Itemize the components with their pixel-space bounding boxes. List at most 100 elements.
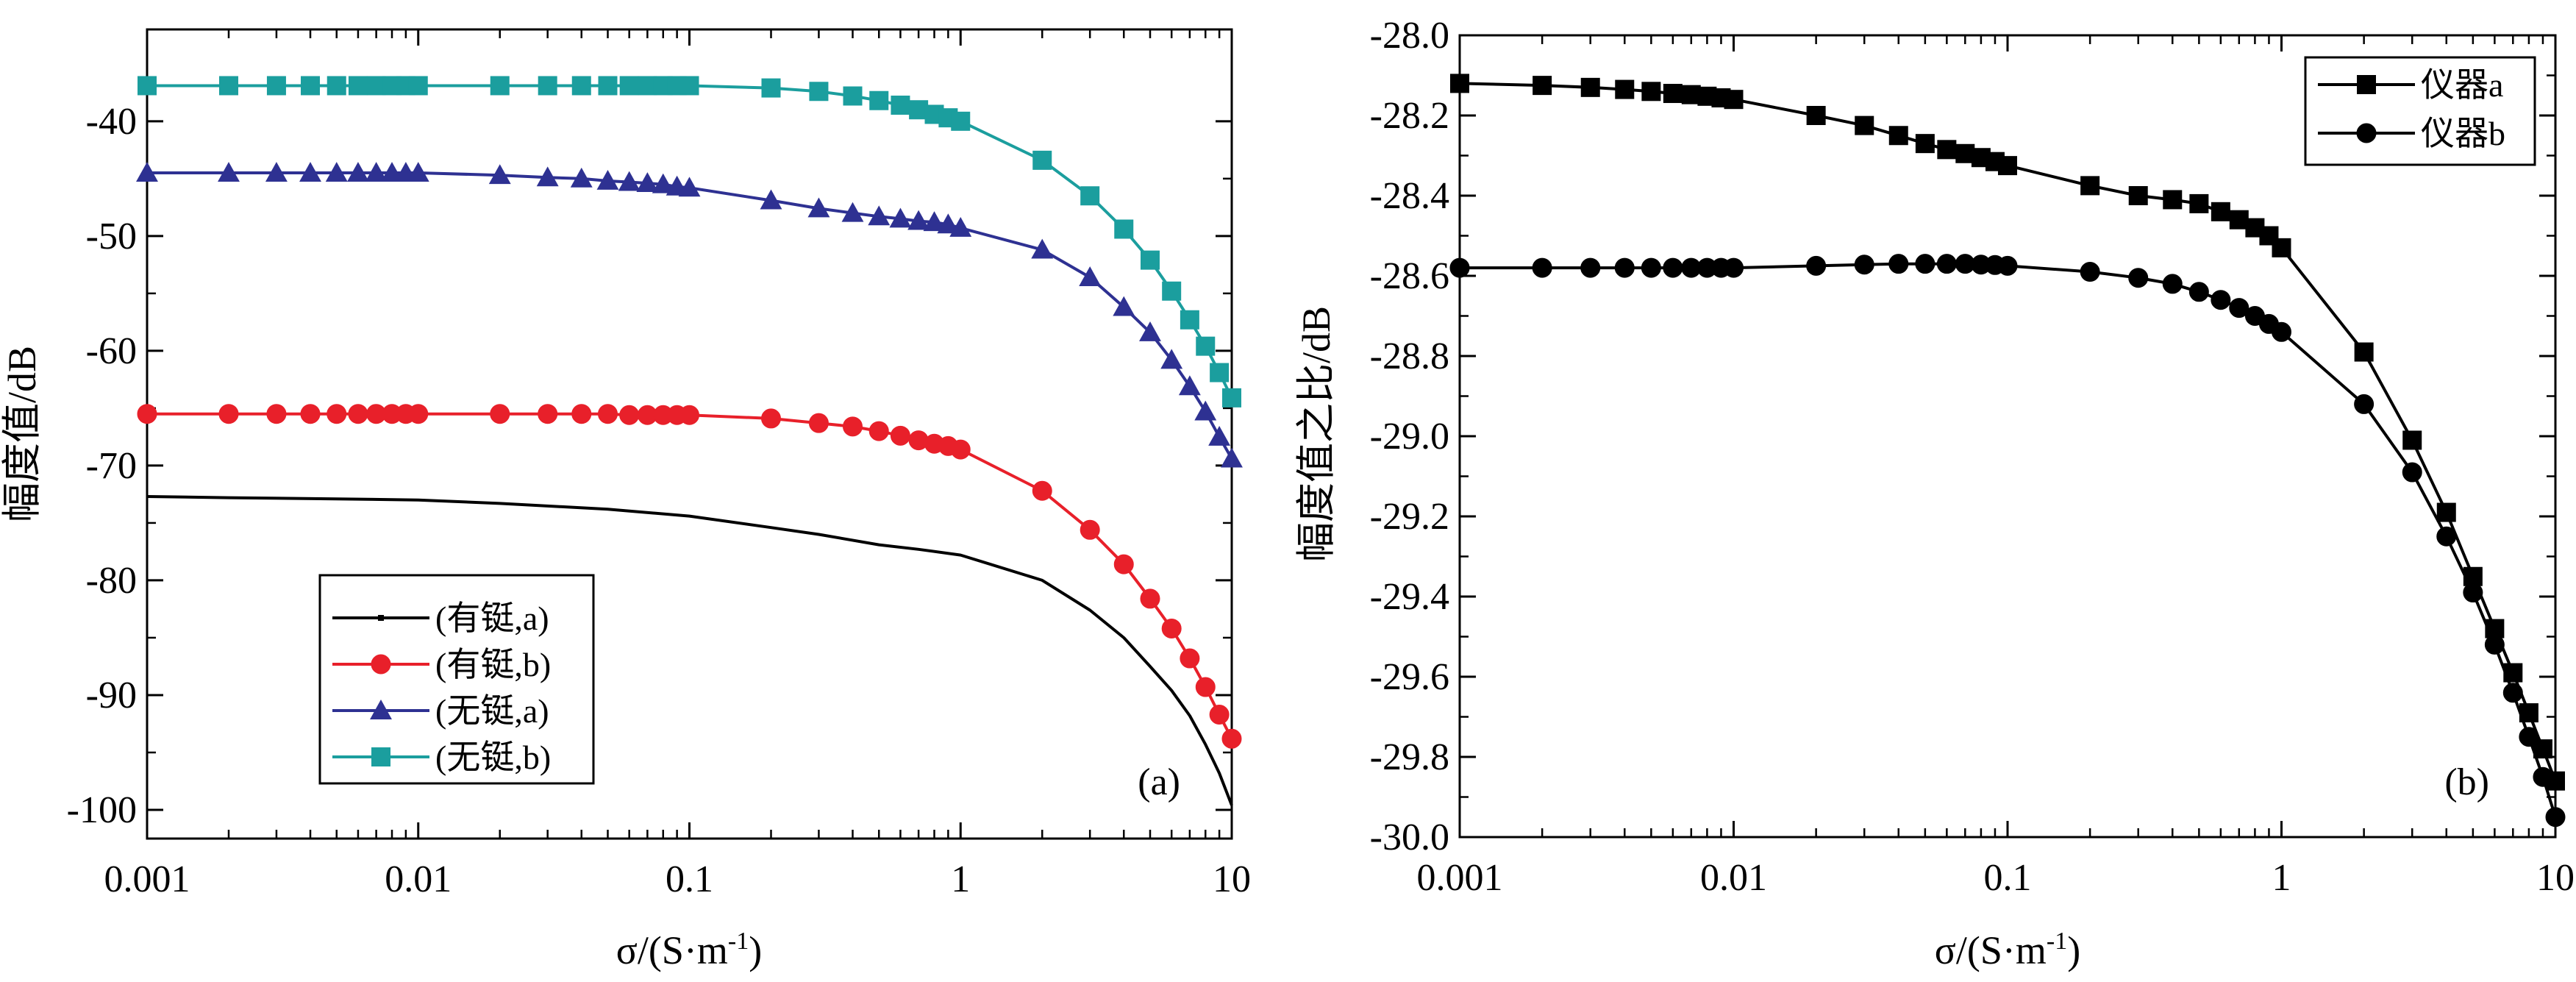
data-point: [809, 82, 829, 102]
legend-marker-3: [371, 747, 390, 766]
ytick-label: -70: [86, 445, 137, 487]
panel-a-label: (a): [1138, 761, 1180, 803]
data-point: [365, 162, 388, 182]
xtick-label: 0.1: [666, 858, 713, 900]
ytick-label: -29.2: [1370, 496, 1449, 538]
data-point: [1450, 74, 1469, 93]
ytick-label: -40: [86, 101, 137, 143]
panel-a-legend-box: [318, 574, 595, 785]
panel-b: 0.001 0.01 0.1 1 10 -30.0 -29.8 -29.6 -29.4 -29.2…: [1294, 15, 2575, 972]
legend-label-0: 仪器a: [2421, 66, 2503, 104]
legend-marker-2: [370, 700, 392, 719]
panel-a-ticks: 0.001 0.01 0.1 1 10 -100 -90 -80 -70 -60 -50 -40: [67, 29, 1251, 900]
data-point: [490, 76, 510, 96]
ytick-label: -80: [86, 560, 137, 602]
data-point: [1449, 257, 1470, 278]
data-point: [1614, 257, 1635, 278]
data-point: [1140, 588, 1160, 609]
data-point: [2162, 274, 2183, 294]
data-point: [678, 177, 701, 197]
xtick-label: 1: [2272, 857, 2291, 899]
ytick-label: -28.0: [1370, 15, 1449, 57]
data-point: [619, 405, 640, 425]
data-point: [869, 90, 889, 110]
panel-a-xlabel-sup: -1: [728, 928, 749, 955]
data-point: [1221, 447, 1243, 468]
data-point: [807, 197, 830, 218]
data-point: [1888, 126, 1908, 146]
data-point: [937, 213, 960, 234]
data-point: [538, 404, 558, 424]
panel-b-xlabel: σ/(S·m-1): [1935, 928, 2080, 972]
panel-a-xlabel-tail: ): [749, 928, 762, 972]
data-point: [889, 207, 912, 228]
ytick-label: -30.0: [1370, 816, 1449, 858]
legend-label-1: 仪器b: [2421, 115, 2505, 152]
data-point: [1032, 150, 1052, 170]
data-point: [570, 167, 593, 188]
data-point: [1032, 480, 1052, 501]
data-point: [1533, 76, 1552, 96]
data-point: [407, 162, 429, 182]
series-markers-2: [136, 162, 1243, 468]
data-point: [266, 404, 287, 424]
ytick-label: -100: [67, 789, 137, 831]
data-point: [1580, 77, 1600, 97]
data-point: [299, 162, 321, 182]
data-point: [1209, 704, 1230, 725]
panel-a-xlabel-main: σ/(S·m: [616, 928, 728, 972]
data-point: [218, 404, 239, 424]
data-point: [2533, 766, 2553, 787]
data-point: [536, 166, 559, 187]
data-point: [950, 439, 971, 460]
data-point: [1221, 728, 1242, 749]
data-point: [1196, 336, 1216, 356]
data-point: [2545, 807, 2566, 828]
data-point: [1641, 82, 1661, 102]
data-point: [618, 171, 641, 191]
panel-a-ylabel: 幅度值/dB: [0, 346, 44, 522]
data-point: [1998, 156, 2017, 176]
data-point: [1806, 106, 1826, 125]
data-point: [1724, 90, 1744, 110]
panel-b-xlabel-main: σ/(S·m: [1935, 928, 2047, 972]
data-point: [1915, 134, 1935, 154]
panel-a: 0.001 0.01 0.1 1 10 -100 -90 -80 -70 -60 -50 -40 (a…: [0, 28, 1251, 972]
data-point: [2163, 190, 2183, 210]
data-point: [636, 172, 659, 193]
data-point: [2354, 342, 2374, 362]
data-point: [325, 162, 348, 182]
ytick-label: -29.8: [1370, 736, 1449, 778]
ytick-label: -28.4: [1370, 175, 1449, 217]
data-point: [265, 162, 288, 182]
xtick-label: 0.001: [1417, 857, 1503, 899]
panel-b-xlabel-tail: ): [2067, 928, 2080, 972]
data-point: [841, 202, 864, 222]
data-point: [951, 111, 971, 131]
ytick-label: -28.8: [1370, 335, 1449, 377]
data-point: [1532, 257, 1552, 278]
xtick-label: 10: [2536, 857, 2575, 899]
data-point: [538, 76, 557, 96]
data-point: [1031, 238, 1054, 259]
data-point: [1161, 618, 1182, 638]
data-point: [2463, 583, 2483, 603]
data-point: [808, 413, 829, 433]
data-point: [1080, 519, 1100, 540]
data-point: [2436, 502, 2456, 522]
data-point: [138, 76, 157, 96]
xtick-label: 0.01: [385, 858, 452, 900]
data-point: [1180, 648, 1200, 669]
ytick-label: -90: [86, 675, 137, 716]
data-point: [266, 76, 286, 96]
data-point: [2211, 290, 2231, 310]
data-point: [1888, 254, 1909, 274]
ytick-label: -29.4: [1370, 576, 1449, 618]
panel-b-series: [1449, 74, 2566, 828]
data-point: [1641, 257, 1661, 278]
data-point: [619, 76, 639, 96]
series-markers-1: [137, 404, 1242, 749]
data-point: [1997, 255, 2018, 276]
